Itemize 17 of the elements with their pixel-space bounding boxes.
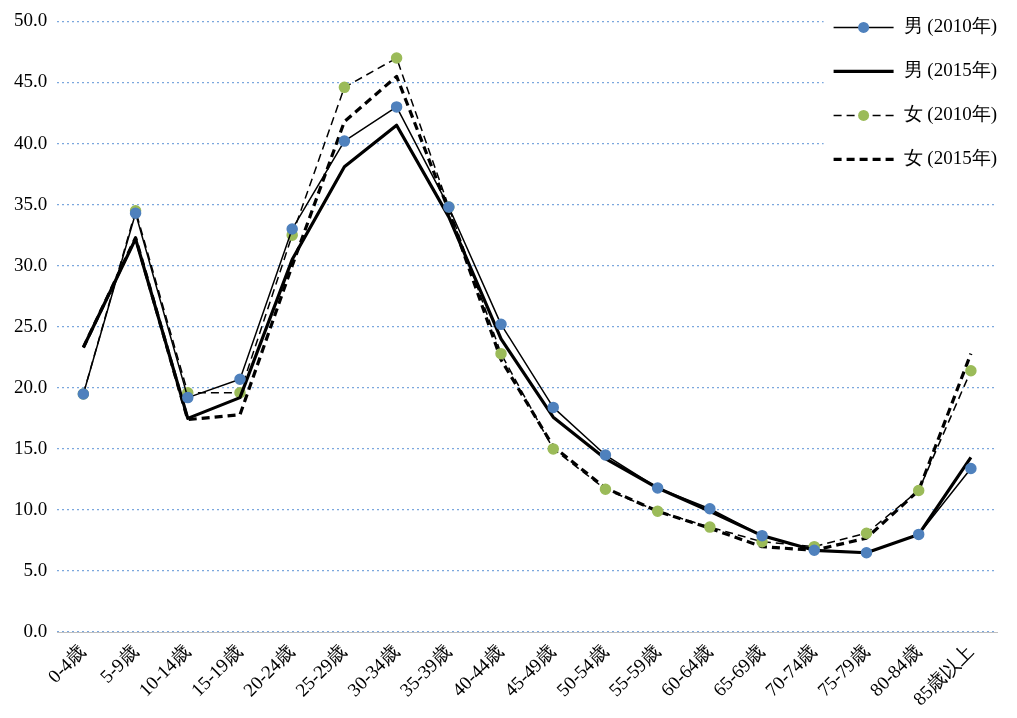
y-tick-label: 10.0 [14,497,48,519]
y-tick-label: 50.0 [14,9,48,31]
y-tick-label: 45.0 [14,70,48,92]
legend-label: 女 (2015年) [903,147,997,170]
legend-label: 男 (2015年) [903,59,997,82]
y-tick-label: 40.0 [14,131,48,153]
y-tick-label: 35.0 [14,192,48,214]
y-tick-label: 25.0 [14,314,48,336]
y-tick-label: 5.0 [23,559,48,581]
y-tick-label: 0.0 [23,620,48,642]
legend-label: 女 (2010年) [903,103,997,126]
y-tick-label: 30.0 [14,253,48,275]
y-tick-label: 15.0 [14,436,48,458]
legend-label: 男 (2010年) [903,15,997,38]
y-tick-label: 20.0 [14,375,48,397]
x-tick-label: 5-9歳 [95,640,142,687]
x-tick-label: 0-4歳 [43,640,90,687]
